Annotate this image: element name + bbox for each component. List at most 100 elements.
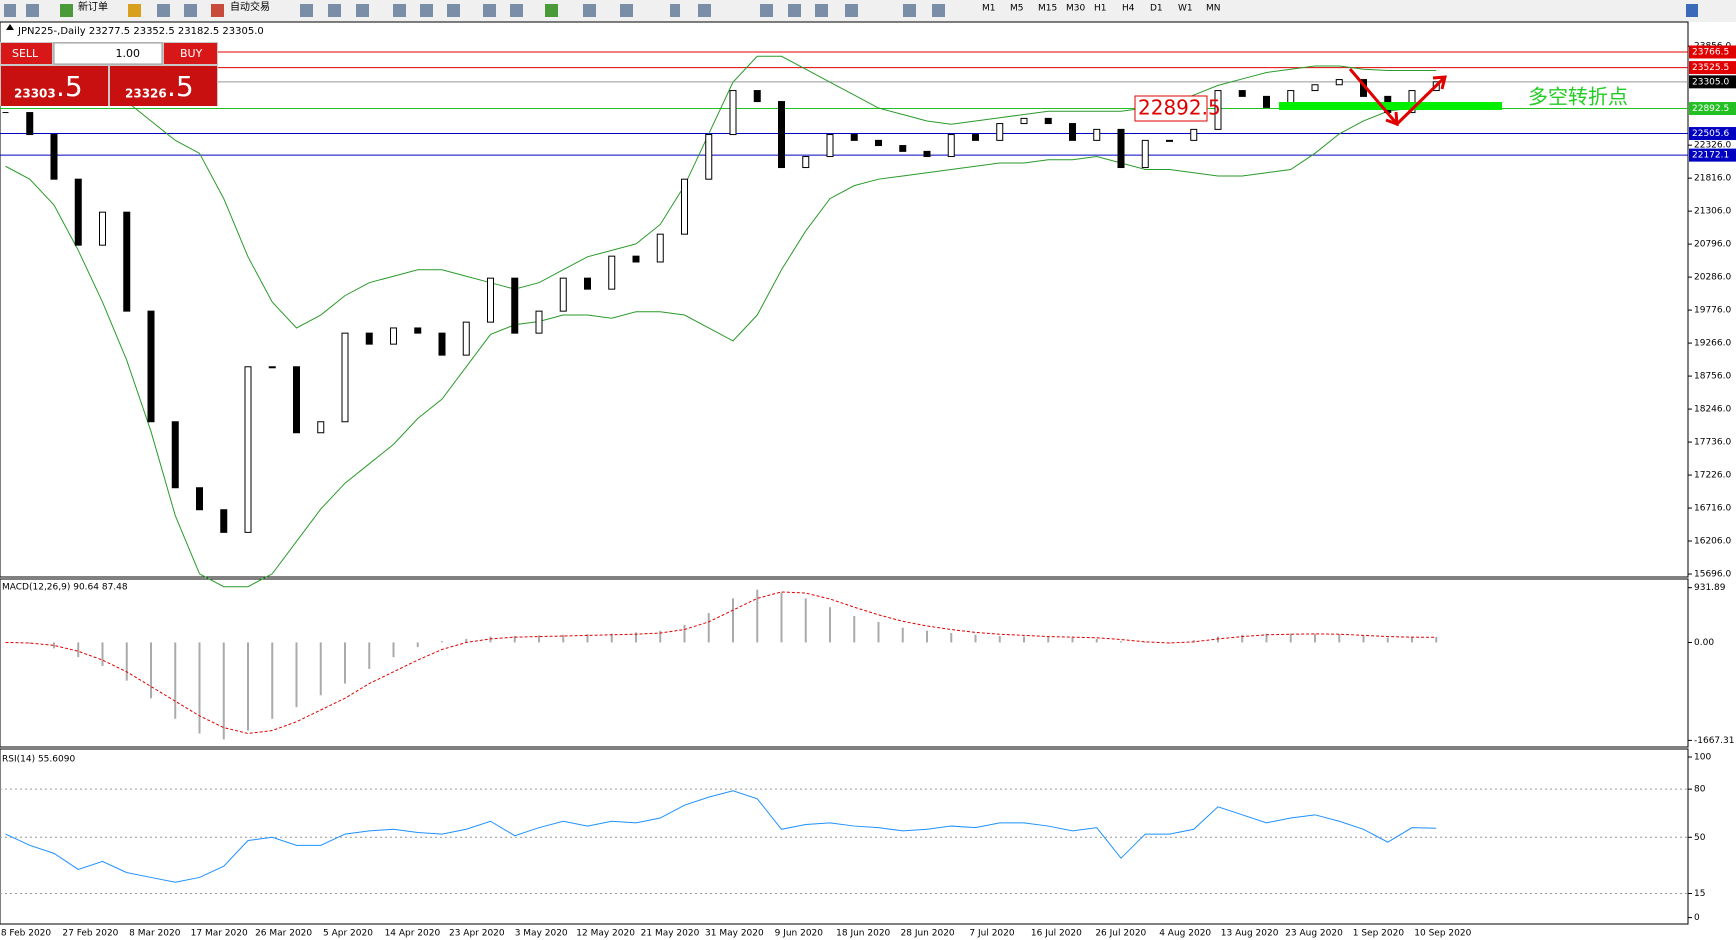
- x-tick-label: 7 Jul 2020: [969, 929, 1014, 939]
- candle: [608, 255, 616, 290]
- candle: [1166, 139, 1173, 142]
- icon[interactable]: [128, 4, 141, 17]
- x-tick-label: 26 Mar 2020: [255, 929, 312, 939]
- timeframes: M1 M5 M15 M30 H1 H4 D1 W1 MN: [982, 4, 1221, 14]
- lots-field[interactable]: [53, 42, 163, 65]
- icon[interactable]: [788, 4, 801, 17]
- x-tick-label: 27 Feb 2020: [62, 929, 118, 939]
- symbol-icon: [6, 24, 14, 30]
- candle: [1093, 128, 1101, 141]
- icon[interactable]: [620, 4, 633, 17]
- icon[interactable]: [815, 4, 828, 17]
- icon[interactable]: [760, 4, 773, 17]
- candle: [171, 421, 179, 489]
- buy-button[interactable]: [164, 43, 217, 64]
- lots-value[interactable]: 1.00: [116, 47, 141, 60]
- icon[interactable]: [510, 4, 523, 17]
- sell-label[interactable]: SELL: [12, 47, 39, 60]
- ask-main: 23326: [125, 87, 167, 101]
- bid-box[interactable]: [1, 66, 108, 106]
- icon[interactable]: [583, 4, 596, 17]
- sell-button[interactable]: [1, 43, 52, 64]
- level-box: [1689, 61, 1736, 75]
- level-box: [1689, 102, 1736, 116]
- candle: [220, 509, 228, 533]
- icon[interactable]: [393, 4, 406, 17]
- macd: [5, 589, 1438, 740]
- timeframe[interactable]: M1: [982, 4, 996, 14]
- candle: [996, 123, 1004, 141]
- new-order[interactable]: 新订单: [78, 0, 108, 13]
- timeframe[interactable]: W1: [1178, 4, 1193, 14]
- icon[interactable]: [447, 4, 460, 17]
- icon[interactable]: [420, 4, 433, 17]
- y-tick-label: 18756.0: [1694, 372, 1731, 382]
- level-label: 23525.5: [1692, 63, 1729, 73]
- timeframe[interactable]: D1: [1150, 4, 1163, 14]
- icon[interactable]: [483, 4, 496, 17]
- candle: [50, 134, 58, 180]
- arrow-head: [1385, 111, 1399, 127]
- candle: [705, 134, 713, 180]
- x-tick-label: 21 May 2020: [641, 929, 700, 939]
- candle: [511, 277, 519, 334]
- y-tick-label: 19776.0: [1694, 306, 1731, 316]
- icon[interactable]: [670, 4, 680, 17]
- timeframe[interactable]: M30: [1066, 4, 1085, 14]
- x-tick-label: 23 Apr 2020: [449, 929, 505, 939]
- candle: [1263, 95, 1270, 108]
- level-box: [1689, 127, 1736, 141]
- y-tick-label: 16206.0: [1694, 537, 1731, 547]
- y-tick-label: 15696.0: [1694, 570, 1731, 580]
- candle: [1335, 79, 1343, 86]
- icon[interactable]: [903, 4, 916, 17]
- x-tick-label: 9 Jun 2020: [775, 929, 824, 939]
- candle: [1238, 90, 1246, 97]
- x-tick-label: 28 Jun 2020: [901, 929, 955, 939]
- arrows: [1348, 68, 1447, 127]
- axes: 23856.022326.021816.021306.020796.020286…: [1, 42, 1735, 939]
- icon[interactable]: [545, 4, 558, 17]
- timeframe[interactable]: H1: [1094, 4, 1107, 14]
- candle: [535, 310, 543, 334]
- candle: [1069, 123, 1076, 141]
- x-tick-label: 26 Jul 2020: [1095, 929, 1146, 939]
- buy-label[interactable]: BUY: [180, 47, 203, 60]
- icon[interactable]: [4, 4, 16, 17]
- icon[interactable]: [60, 4, 73, 17]
- icon[interactable]: [356, 4, 369, 17]
- icon[interactable]: [1686, 4, 1698, 17]
- candle: [729, 90, 737, 136]
- rsi-panel: [0, 748, 1689, 925]
- x-tick-label: 8 Mar 2020: [129, 929, 181, 939]
- icon[interactable]: [698, 4, 711, 17]
- x-tick-label: 1 Sep 2020: [1353, 929, 1405, 939]
- icon[interactable]: [211, 4, 224, 17]
- auto-trading[interactable]: 自动交易: [230, 0, 270, 13]
- candle: [656, 233, 664, 263]
- candle: [972, 134, 979, 141]
- main-panel: [0, 21, 1689, 578]
- icon[interactable]: [300, 4, 313, 17]
- icon[interactable]: [932, 4, 945, 17]
- icon[interactable]: [184, 4, 197, 17]
- y-tick-label: 50: [1694, 833, 1706, 843]
- rsi: [0, 788, 1688, 894]
- x-tick-label: 23 Aug 2020: [1285, 929, 1343, 939]
- annotation-box: [1134, 95, 1208, 122]
- timeframe[interactable]: MN: [1206, 4, 1221, 14]
- icon[interactable]: [328, 4, 341, 17]
- pivot-bar: [1279, 102, 1502, 110]
- icon[interactable]: [26, 4, 39, 17]
- ask-box[interactable]: [110, 66, 217, 106]
- candle: [850, 134, 858, 141]
- icon[interactable]: [845, 4, 858, 17]
- level-label: 22505.6: [1692, 129, 1729, 139]
- icon[interactable]: [157, 4, 170, 17]
- timeframe[interactable]: M15: [1038, 4, 1057, 14]
- timeframe[interactable]: M5: [1010, 4, 1024, 14]
- candle: [196, 487, 203, 511]
- candle: [826, 134, 834, 158]
- timeframe[interactable]: H4: [1122, 4, 1135, 14]
